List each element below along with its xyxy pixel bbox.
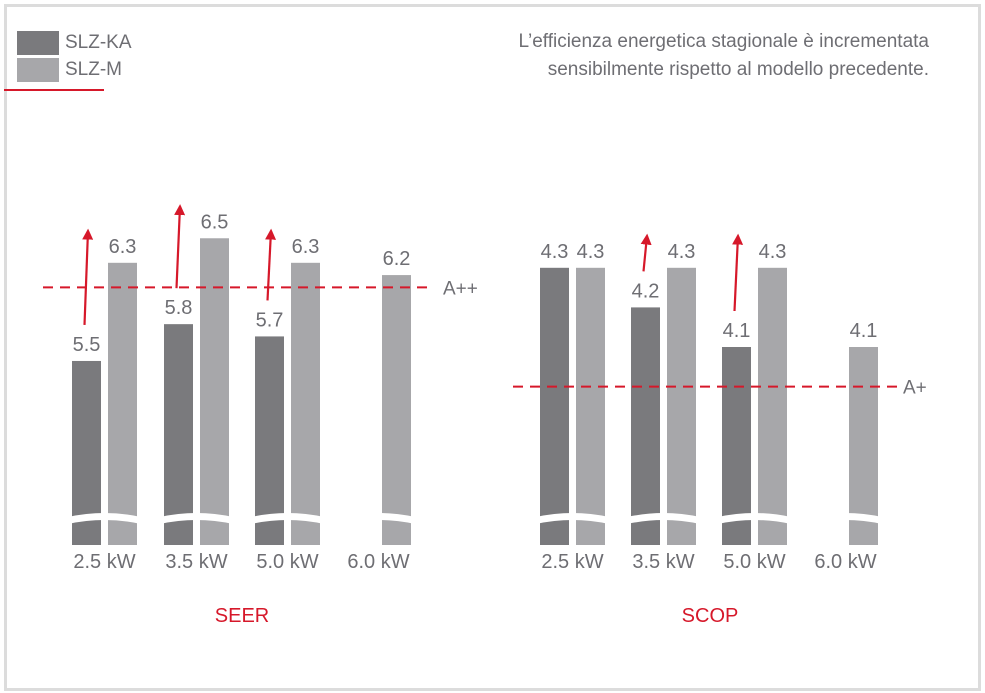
x-tick-label-seer-6-0-kw: 6.0 kW [347, 551, 409, 573]
legend-item-slz-ka: SLZ-KA [17, 30, 132, 56]
chart-panel-scop: 4.3 4.3 2.5 kW 4.2 4.3 3.5 kW 4.1 4.3 5.0 kW 4.1 6… [513, 233, 927, 627]
chart-panel-seer: 5.5 6.3 2.5 kW 5.8 6.5 3.5 kW 5.7 6.3 5.0 kW 6.2 6… [43, 204, 478, 627]
bar-scop-slz-m-2-5-kw [576, 267, 605, 545]
improvement-arrow-seer-2-5-kw [82, 228, 94, 326]
data-label-scop-slz-ka-2-5-kw: 4.3 [541, 241, 569, 263]
improvement-arrow-scop-5-0-kw [732, 233, 744, 312]
reference-label-a: A++ [443, 278, 478, 299]
bar-seer-slz-ka-5-0-kw [255, 336, 284, 545]
x-tick-label-seer-2-5-kw: 2.5 kW [73, 551, 135, 573]
note-line-2: sensibilmente rispetto al modello preced… [547, 59, 929, 80]
bar-seer-slz-ka-3-5-kw [164, 324, 193, 545]
axis-break-seer-2-5-kw [68, 513, 141, 524]
bar-scop-slz-m-5-0-kw [758, 267, 787, 545]
bar-scop-slz-m-6-0-kw [849, 347, 878, 545]
improvement-arrow-seer-5-0-kw [265, 228, 277, 301]
axis-break-scop-6-0-kw [809, 513, 882, 524]
bar-scop-slz-ka-2-5-kw [540, 267, 569, 545]
x-tick-label-scop-5-0-kw: 5.0 kW [723, 551, 785, 573]
legend: SLZ-KA SLZ-M [17, 30, 132, 84]
x-tick-label-scop-3-5-kw: 3.5 kW [632, 551, 694, 573]
chart-title-seer: SEER [215, 605, 269, 627]
chart-title-scop: SCOP [682, 605, 739, 627]
data-label-scop-slz-ka-5-0-kw: 4.1 [723, 320, 751, 342]
improvement-arrow-scop-3-5-kw [640, 233, 652, 272]
chart-note: L’efficienza energetica stagionale è inc… [409, 28, 929, 84]
note-line-1: L’efficienza energetica stagionale è inc… [518, 31, 929, 52]
data-label-seer-slz-m-3-5-kw: 6.5 [201, 211, 229, 233]
bar-scop-slz-ka-3-5-kw [631, 307, 660, 545]
data-label-seer-slz-ka-5-0-kw: 5.7 [256, 309, 284, 331]
bar-seer-slz-m-6-0-kw [382, 275, 411, 545]
data-label-seer-slz-m-5-0-kw: 6.3 [292, 236, 320, 258]
data-label-scop-slz-m-6-0-kw: 4.1 [850, 320, 878, 342]
axis-break-seer-5-0-kw [251, 513, 324, 524]
axis-break-scop-2-5-kw [536, 513, 609, 524]
axis-break-seer-6-0-kw [342, 513, 415, 524]
axis-break-scop-3-5-kw [627, 513, 700, 524]
legend-item-slz-m: SLZ-M [17, 57, 132, 83]
data-label-scop-slz-m-3-5-kw: 4.3 [668, 241, 696, 263]
data-label-seer-slz-m-2-5-kw: 6.3 [109, 236, 137, 258]
data-label-seer-slz-m-6-0-kw: 6.2 [383, 248, 411, 270]
bar-seer-slz-m-3-5-kw [200, 238, 229, 545]
x-tick-label-scop-2-5-kw: 2.5 kW [541, 551, 603, 573]
data-label-seer-slz-ka-2-5-kw: 5.5 [73, 334, 101, 356]
bar-scop-slz-ka-5-0-kw [722, 347, 751, 545]
data-label-scop-slz-ka-3-5-kw: 4.2 [632, 280, 660, 302]
improvement-arrow-seer-3-5-kw [174, 204, 186, 289]
data-label-scop-slz-m-5-0-kw: 4.3 [759, 241, 787, 263]
data-label-scop-slz-m-2-5-kw: 4.3 [577, 241, 605, 263]
x-tick-label-scop-6-0-kw: 6.0 kW [814, 551, 876, 573]
legend-label-slz-ka: SLZ-KA [65, 32, 132, 53]
axis-break-scop-5-0-kw [718, 513, 791, 524]
x-tick-label-seer-3-5-kw: 3.5 kW [165, 551, 227, 573]
bar-seer-slz-m-2-5-kw [108, 262, 137, 545]
data-label-seer-slz-ka-3-5-kw: 5.8 [165, 297, 193, 319]
bar-seer-slz-m-5-0-kw [291, 262, 320, 545]
reference-label-a: A+ [903, 378, 927, 399]
axis-break-seer-3-5-kw [160, 513, 233, 524]
legend-accent-rule [4, 89, 104, 91]
legend-swatch-slz-m [17, 58, 59, 82]
bar-scop-slz-m-3-5-kw [667, 267, 696, 545]
legend-label-slz-m: SLZ-M [65, 59, 122, 80]
x-tick-label-seer-5-0-kw: 5.0 kW [256, 551, 318, 573]
legend-swatch-slz-ka [17, 31, 59, 55]
